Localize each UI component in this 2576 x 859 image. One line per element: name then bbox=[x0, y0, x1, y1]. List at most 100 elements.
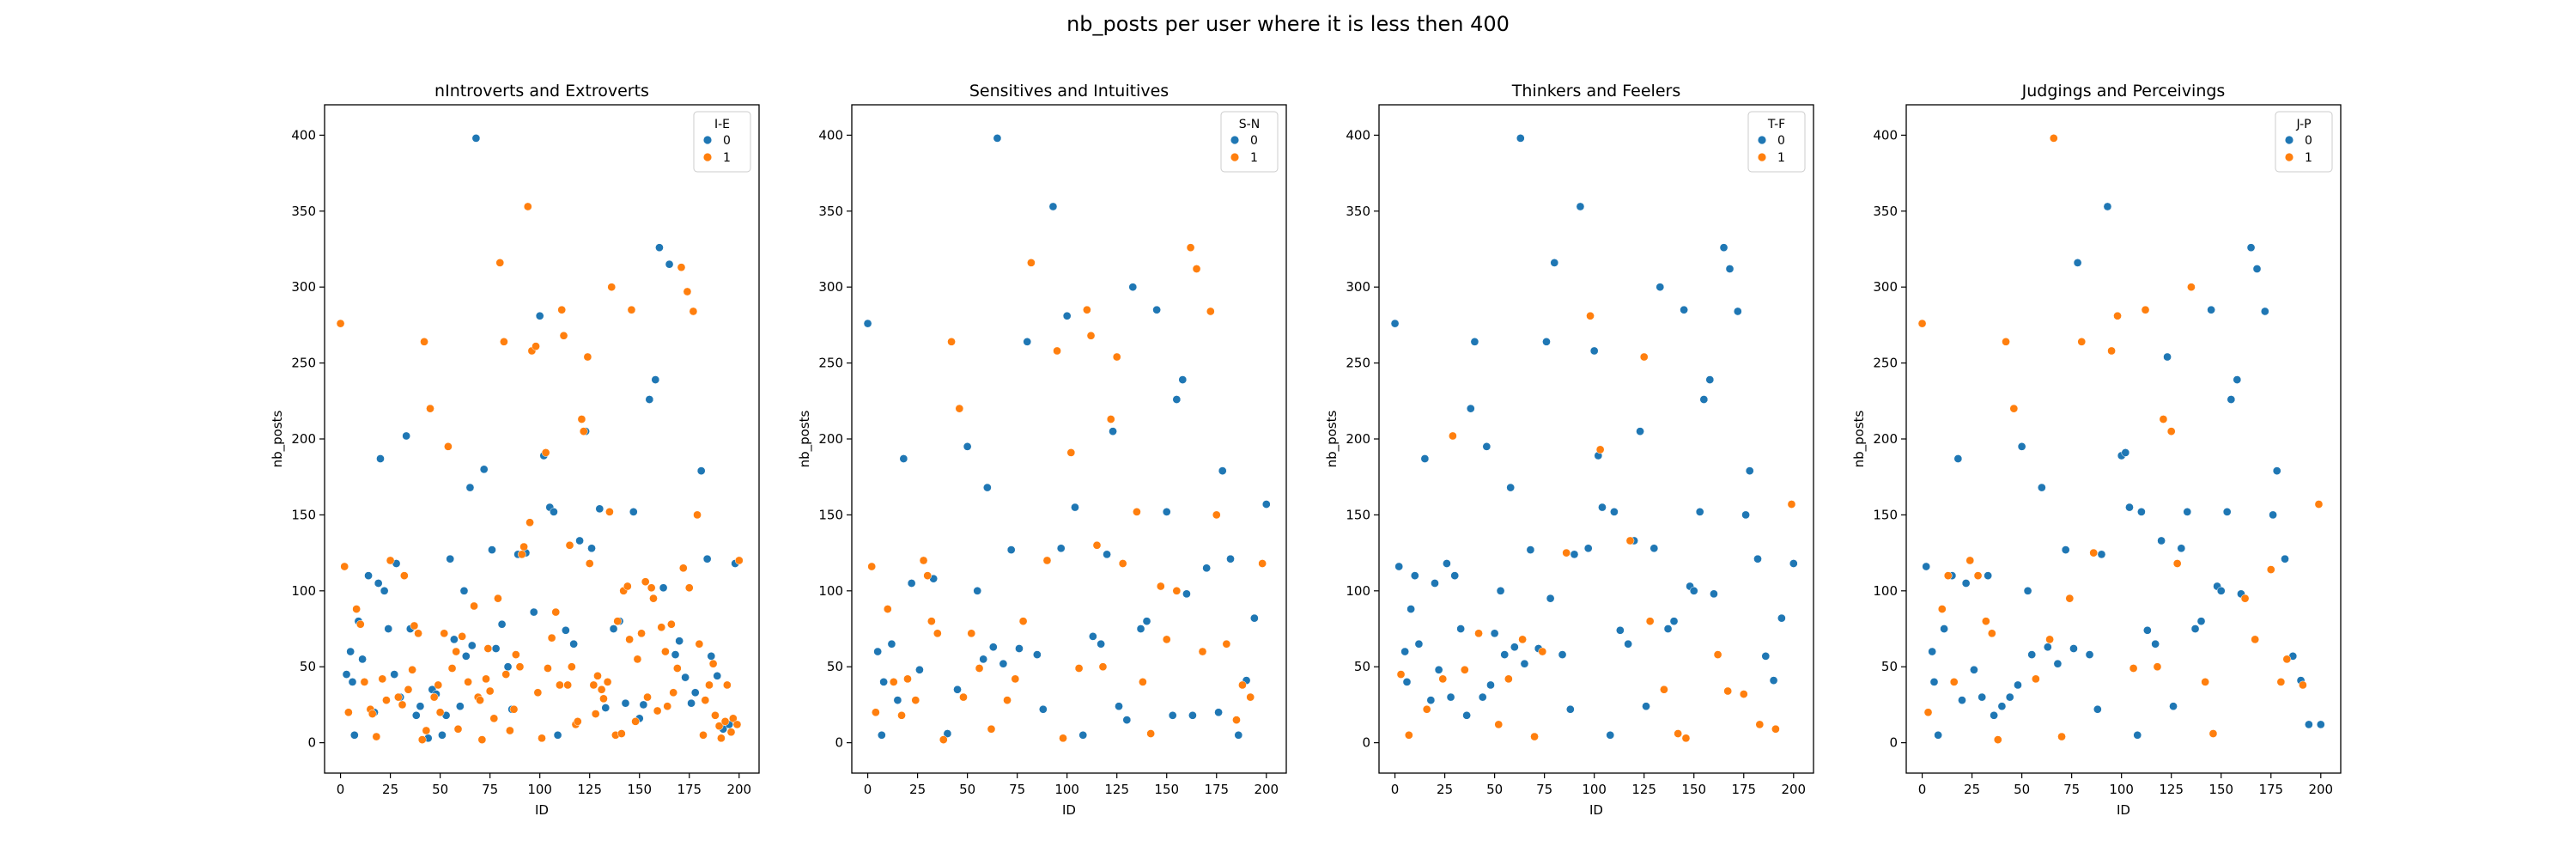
data-point bbox=[348, 678, 357, 686]
data-point bbox=[1394, 562, 1404, 571]
data-point bbox=[1226, 554, 1235, 564]
data-point bbox=[1649, 544, 1659, 553]
data-point bbox=[344, 708, 353, 717]
data-point bbox=[2216, 586, 2226, 595]
data-point bbox=[1660, 685, 1668, 694]
data-point bbox=[1490, 629, 1499, 638]
data-point bbox=[2005, 692, 2014, 702]
data-point bbox=[603, 678, 612, 686]
legend-label: 1 bbox=[1777, 151, 1785, 165]
data-point bbox=[639, 700, 648, 710]
x-tick-label: 150 bbox=[2208, 782, 2233, 797]
x-tick-label: 200 bbox=[726, 782, 751, 797]
data-point bbox=[1689, 586, 1698, 595]
data-point bbox=[607, 283, 617, 292]
data-point bbox=[414, 629, 422, 638]
data-point bbox=[1583, 544, 1593, 553]
legend-title: T-F bbox=[1767, 118, 1785, 131]
x-tick-label: 100 bbox=[1054, 782, 1079, 797]
y-tick-label: 0 bbox=[307, 735, 316, 751]
data-point bbox=[708, 659, 718, 668]
data-point bbox=[1406, 605, 1415, 613]
data-point bbox=[2183, 508, 2192, 516]
data-point bbox=[1186, 243, 1195, 253]
data-point bbox=[641, 577, 650, 587]
data-point bbox=[613, 617, 623, 626]
data-point bbox=[1402, 678, 1412, 686]
y-tick-label: 100 bbox=[1873, 583, 1898, 599]
data-point bbox=[1940, 624, 1948, 633]
data-point bbox=[573, 717, 582, 726]
data-point bbox=[1414, 639, 1424, 649]
data-point bbox=[2269, 510, 2277, 520]
data-point bbox=[2172, 559, 2182, 568]
data-point bbox=[1059, 734, 1067, 743]
x-tick-label: 100 bbox=[2109, 782, 2134, 797]
data-point bbox=[1518, 635, 1527, 644]
data-point bbox=[1943, 571, 1953, 580]
data-point bbox=[943, 729, 952, 738]
data-point bbox=[591, 710, 600, 718]
data-point bbox=[1038, 704, 1048, 714]
data-point bbox=[1142, 617, 1151, 626]
data-point bbox=[617, 729, 626, 738]
x-tick-label: 25 bbox=[909, 782, 926, 797]
figure-suptitle: nb_posts per user where it is less then … bbox=[1066, 12, 1510, 36]
data-point bbox=[899, 454, 908, 463]
data-point bbox=[1122, 716, 1132, 724]
data-point bbox=[2276, 678, 2286, 686]
data-point bbox=[975, 664, 984, 673]
legend-title: S-N bbox=[1239, 118, 1260, 131]
data-point bbox=[2017, 442, 2026, 451]
data-point bbox=[1520, 659, 1529, 668]
data-point bbox=[702, 554, 712, 564]
data-point bbox=[378, 674, 387, 684]
data-point bbox=[2027, 650, 2037, 659]
data-point bbox=[883, 605, 892, 613]
data-point bbox=[420, 337, 428, 346]
data-point bbox=[501, 670, 511, 679]
data-point bbox=[2201, 678, 2210, 686]
data-point bbox=[1474, 629, 1483, 638]
data-point bbox=[1434, 665, 1443, 674]
series-0 bbox=[1390, 134, 1798, 740]
data-point bbox=[374, 579, 383, 588]
data-point bbox=[947, 337, 956, 346]
x-tick-label: 50 bbox=[432, 782, 448, 797]
data-point bbox=[2282, 655, 2292, 664]
data-point bbox=[575, 536, 584, 545]
data-point bbox=[1133, 508, 1141, 516]
y-tick-label: 200 bbox=[1346, 431, 1370, 447]
data-point bbox=[653, 706, 662, 716]
data-point bbox=[665, 259, 674, 269]
data-point bbox=[532, 342, 540, 350]
data-point bbox=[2057, 732, 2066, 741]
y-tick-label: 350 bbox=[1346, 204, 1370, 219]
data-point bbox=[368, 710, 377, 718]
x-axis-label: ID bbox=[1589, 802, 1603, 818]
data-point bbox=[907, 579, 916, 588]
data-point bbox=[2009, 404, 2019, 413]
data-point bbox=[355, 619, 365, 629]
data-point bbox=[987, 724, 996, 734]
data-point bbox=[1787, 500, 1796, 509]
data-point bbox=[1097, 639, 1105, 649]
data-point bbox=[1162, 508, 1171, 516]
data-point bbox=[489, 714, 499, 723]
data-point bbox=[693, 510, 702, 520]
data-point bbox=[1214, 708, 1223, 717]
data-point bbox=[2187, 283, 2196, 292]
data-point bbox=[488, 545, 496, 554]
data-point bbox=[1470, 337, 1479, 346]
data-point bbox=[1680, 305, 1688, 314]
data-point bbox=[915, 665, 924, 674]
data-point bbox=[461, 652, 471, 661]
data-point bbox=[1506, 483, 1516, 492]
data-point bbox=[563, 680, 573, 690]
data-point bbox=[1610, 508, 1619, 516]
x-tick-label: 175 bbox=[2258, 782, 2283, 797]
data-point bbox=[1570, 550, 1579, 559]
data-point bbox=[1761, 652, 1771, 661]
data-point bbox=[1168, 710, 1177, 720]
